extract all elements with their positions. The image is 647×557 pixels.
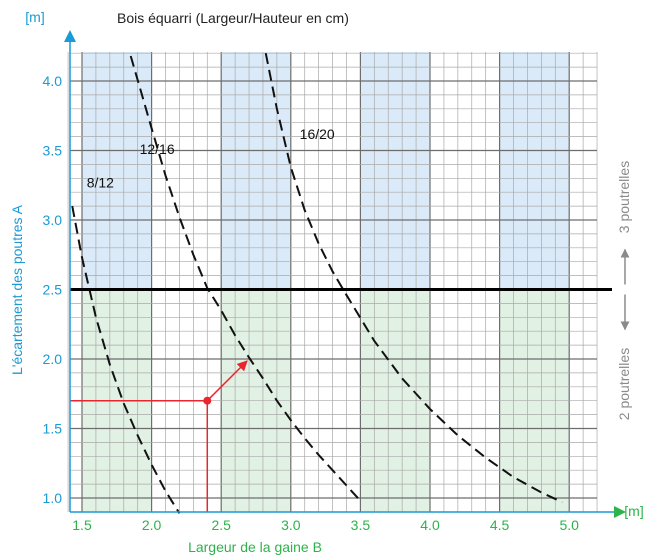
x-unit-label: [m] — [624, 503, 643, 519]
chart-title: Bois équarri (Largeur/Hauteur en cm) — [117, 10, 349, 26]
y-tick-label: 4.0 — [43, 73, 63, 89]
y-axis-arrow — [64, 30, 76, 42]
band-upper — [360, 52, 430, 290]
example-point — [203, 396, 212, 405]
curve-label-8/12: 8/12 — [87, 174, 114, 190]
curve-8/12 — [71, 205, 181, 514]
band-upper — [82, 52, 152, 290]
band-upper — [499, 52, 570, 290]
y-tick-label: 1.0 — [43, 490, 63, 506]
y-tick-label: 3.0 — [43, 212, 63, 228]
y-tick-label: 2.0 — [43, 351, 63, 367]
curve-label-12/16: 12/16 — [140, 141, 175, 157]
example-marker — [70, 360, 248, 512]
curve-label-16/20: 16/20 — [300, 126, 335, 142]
side-label-below: 2 poutrelles — [616, 348, 632, 420]
band-upper — [221, 52, 291, 290]
curves: 8/12 12/16 16/20 — [71, 53, 563, 514]
curve-12/16 — [129, 55, 362, 502]
tick-labels: 1.5 2.0 2.5 3.0 3.5 4.0 4.5 5.0 1.0 1.5 2.0 2.5 3.0 3… — [43, 73, 580, 533]
y-axis-title: L'écartement des poutres A — [9, 204, 25, 375]
y-tick-label: 3.5 — [43, 143, 63, 159]
x-axis-arrow — [614, 506, 626, 518]
x-tick-label: 4.0 — [420, 517, 440, 533]
y-tick-label: 1.5 — [43, 421, 63, 437]
side-label-above: 3 poutrelles — [616, 161, 632, 233]
x-tick-label: 2.0 — [142, 517, 162, 533]
curve-16/20 — [264, 53, 563, 504]
shaded-bands — [82, 52, 570, 512]
x-tick-label: 3.5 — [351, 517, 371, 533]
x-tick-label: 1.5 — [72, 517, 92, 533]
example-arrow — [206, 360, 248, 402]
x-tick-label: 3.0 — [281, 517, 301, 533]
y-tick-label: 2.5 — [43, 282, 63, 298]
x-axis-title: Largeur de la gaine B — [188, 539, 322, 555]
x-tick-label: 2.5 — [211, 517, 231, 533]
axes — [64, 30, 626, 518]
y-unit-label: [m] — [25, 9, 44, 25]
threshold-line — [70, 248, 630, 331]
x-tick-label: 4.5 — [490, 517, 510, 533]
x-tick-label: 5.0 — [559, 517, 579, 533]
